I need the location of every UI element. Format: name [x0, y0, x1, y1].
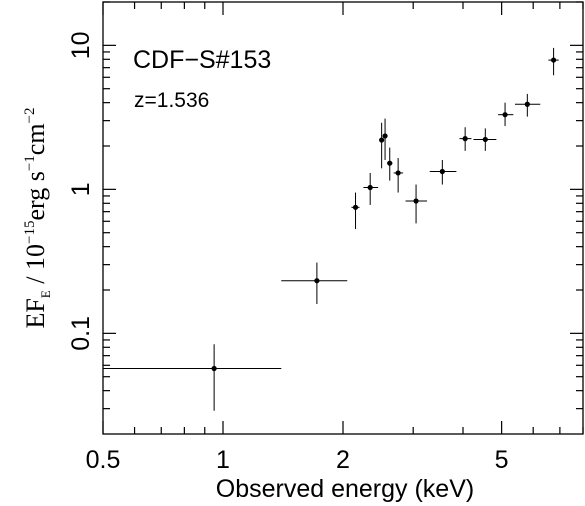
- x-tick-label: 5: [495, 446, 509, 474]
- data-point: [429, 159, 457, 185]
- annotation-redshift: z=1.536: [134, 89, 209, 112]
- point-marker: [314, 278, 320, 284]
- y-label-exp2: −1: [22, 155, 38, 171]
- axis-ticks: [102, 1, 584, 434]
- data-point: [548, 47, 559, 76]
- data-points: [103, 47, 559, 411]
- y-label-exp3: −2: [22, 107, 38, 123]
- point-marker: [382, 133, 388, 139]
- y-label-sub: E: [38, 290, 53, 298]
- data-point: [379, 122, 385, 169]
- annotation-title: CDF−S#153: [133, 46, 271, 74]
- data-point: [351, 192, 360, 230]
- data-point: [281, 262, 348, 304]
- data-point: [405, 184, 428, 224]
- data-point: [514, 93, 541, 117]
- x-tick-label: 0.5: [86, 446, 121, 474]
- point-marker: [367, 184, 373, 191]
- data-point: [103, 344, 282, 411]
- data-point: [473, 128, 497, 151]
- y-tick-label: 1: [67, 182, 95, 196]
- point-marker: [524, 101, 530, 107]
- x-tick-label: 1: [216, 446, 230, 474]
- point-marker: [352, 204, 359, 210]
- point-marker: [482, 136, 488, 143]
- y-tick-label: 0.1: [67, 316, 95, 351]
- data-point: [393, 158, 404, 193]
- point-marker: [550, 57, 557, 63]
- point-marker: [211, 365, 217, 372]
- tick-labels: 0.5 1 2 5 0.1 1 10: [67, 31, 509, 474]
- x-axis-label: Observed energy (keV): [216, 475, 474, 503]
- data-point: [382, 118, 388, 160]
- y-label-rest: / 10: [21, 244, 50, 290]
- y-label-exp1: −15: [22, 221, 38, 244]
- y-tick-label: 10: [67, 31, 95, 59]
- point-marker: [379, 137, 385, 143]
- x-tick-label: 2: [336, 446, 350, 474]
- point-marker: [439, 168, 445, 175]
- y-label-mid: erg s: [21, 171, 50, 220]
- y-axis-label: EFE / 10−15erg s−1cm−2: [21, 107, 53, 328]
- data-point: [387, 147, 393, 181]
- data-point: [363, 172, 379, 205]
- y-label-main: EF: [21, 298, 50, 328]
- point-marker: [502, 112, 508, 118]
- point-marker: [413, 198, 419, 204]
- data-point: [459, 127, 472, 151]
- point-marker: [387, 160, 393, 166]
- data-point: [498, 102, 514, 127]
- point-marker: [395, 170, 401, 176]
- y-label-mid2: cm: [21, 123, 50, 155]
- point-marker: [462, 136, 468, 142]
